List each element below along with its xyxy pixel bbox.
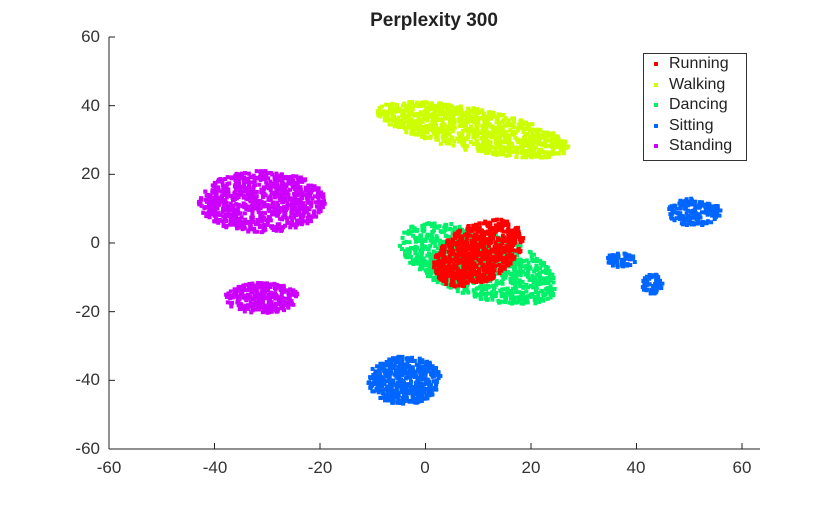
x-tick-label: 40 xyxy=(626,458,646,477)
legend-item-running: Running xyxy=(644,54,746,75)
legend-label: Sitting xyxy=(669,116,714,134)
legend-item-dancing: Dancing xyxy=(644,95,746,116)
legend-label: Dancing xyxy=(669,96,728,114)
x-tick-label: -60 xyxy=(96,458,122,477)
axis-ticks xyxy=(108,36,743,450)
x-tick-label: 0 xyxy=(420,458,430,477)
legend-marker-icon xyxy=(654,123,658,128)
x-tick-label: -20 xyxy=(307,458,333,477)
y-tick-label: 40 xyxy=(81,96,100,115)
legend-marker-icon xyxy=(654,62,658,66)
chart-title: Perplexity 300 xyxy=(370,10,498,31)
legend-marker-icon xyxy=(654,144,658,149)
legend-label: Standing xyxy=(669,137,733,155)
y-tick-label: -60 xyxy=(75,439,100,458)
y-tick-label: -40 xyxy=(75,370,100,389)
x-tick-label: 60 xyxy=(732,458,752,477)
legend-marker-icon xyxy=(654,103,658,108)
data-points xyxy=(196,100,723,406)
y-tick-label: 20 xyxy=(81,164,100,183)
legend-label: Walking xyxy=(669,75,726,93)
legend: Running Walking Dancing Sitting Standing xyxy=(643,53,747,161)
legend-label: Running xyxy=(669,55,729,72)
y-tick-label: -20 xyxy=(75,302,100,321)
legend-marker-icon xyxy=(654,82,658,87)
legend-item-walking: Walking xyxy=(644,75,746,96)
legend-item-standing: Standing xyxy=(644,136,746,157)
y-tick-label: 0 xyxy=(90,233,100,252)
x-tick-label: -40 xyxy=(202,458,228,477)
x-tick-label: 20 xyxy=(521,458,541,477)
y-tick-label: 60 xyxy=(81,27,100,46)
legend-item-sitting: Sitting xyxy=(644,116,746,137)
